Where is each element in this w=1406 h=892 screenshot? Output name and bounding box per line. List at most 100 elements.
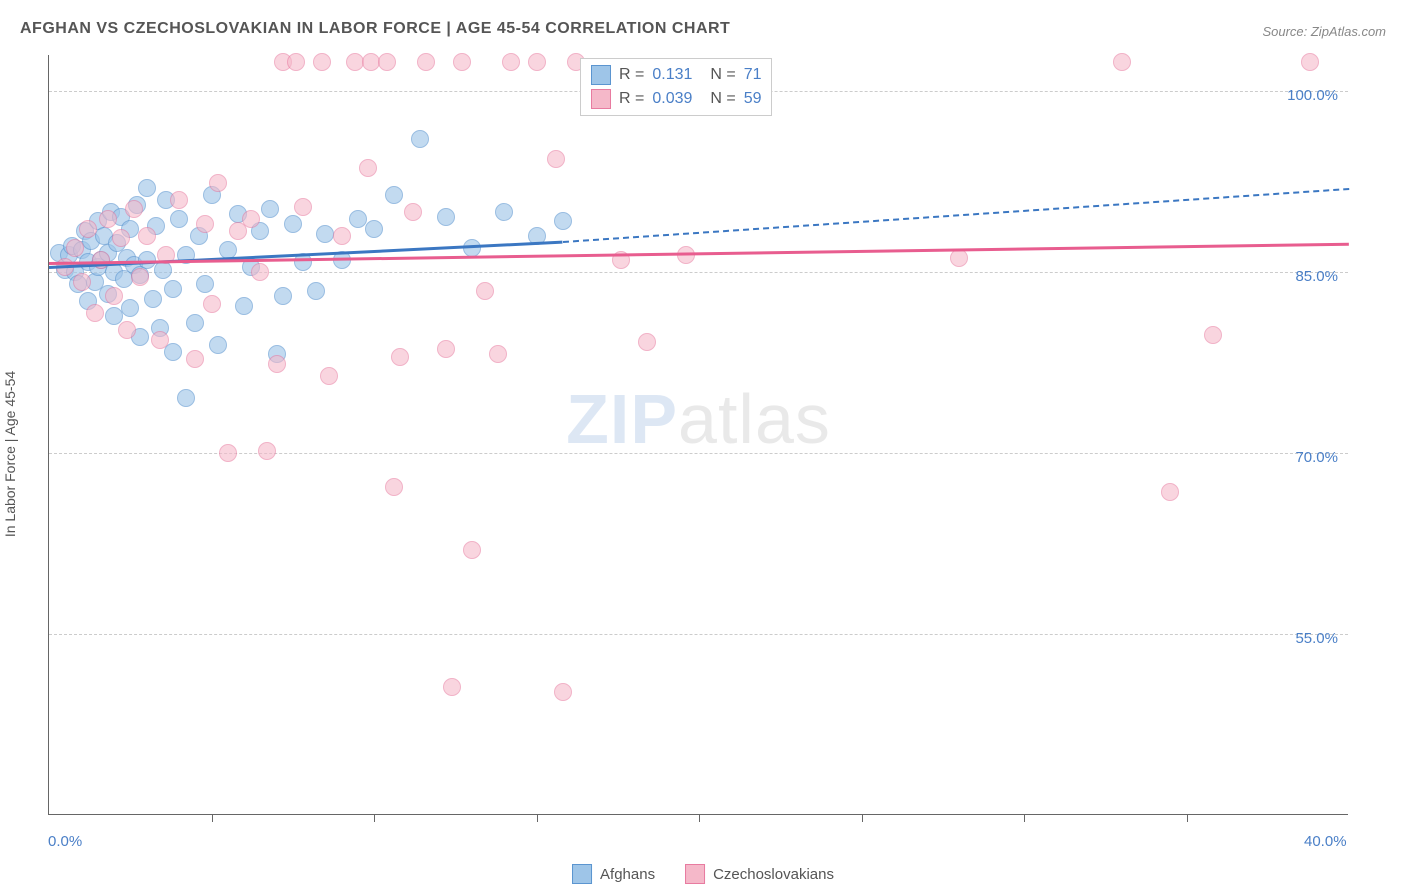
chart-title: AFGHAN VS CZECHOSLOVAKIAN IN LABOR FORCE… [20, 20, 730, 38]
scatter-point [378, 53, 396, 71]
scatter-point [251, 263, 269, 281]
y-tick-label: 100.0% [1278, 87, 1338, 104]
scatter-point [489, 345, 507, 363]
scatter-point [313, 53, 331, 71]
scatter-point [411, 130, 429, 148]
x-label-max: 40.0% [1304, 833, 1347, 850]
scatter-point [209, 174, 227, 192]
scatter-point [554, 683, 572, 701]
source-attribution: Source: ZipAtlas.com [1262, 24, 1386, 39]
x-tick [374, 814, 375, 822]
scatter-point [437, 208, 455, 226]
scatter-point [105, 307, 123, 325]
plot-area: ZIPatlas [48, 55, 1348, 815]
scatter-point [391, 348, 409, 366]
scatter-point [294, 198, 312, 216]
legend-swatch [685, 864, 705, 884]
scatter-point [284, 215, 302, 233]
scatter-point [186, 350, 204, 368]
legend-n-value: 71 [744, 66, 762, 84]
scatter-point [138, 227, 156, 245]
scatter-point [495, 203, 513, 221]
scatter-point [1204, 326, 1222, 344]
scatter-point [385, 478, 403, 496]
y-tick-label: 70.0% [1278, 449, 1338, 466]
scatter-point [177, 389, 195, 407]
scatter-point [242, 210, 260, 228]
legend-n-label: N = [710, 66, 735, 84]
trend-line-extrapolated [562, 188, 1349, 243]
scatter-point [138, 179, 156, 197]
scatter-point [73, 273, 91, 291]
scatter-point [196, 215, 214, 233]
legend-swatch [572, 864, 592, 884]
scatter-point [151, 331, 169, 349]
scatter-point [476, 282, 494, 300]
legend-n-label: N = [710, 90, 735, 108]
scatter-point [1301, 53, 1319, 71]
scatter-point [404, 203, 422, 221]
scatter-point [437, 340, 455, 358]
scatter-point [170, 191, 188, 209]
legend-series: Afghans Czechoslovakians [572, 864, 834, 884]
scatter-point [261, 200, 279, 218]
legend-r-label: R = [619, 90, 644, 108]
legend-r-value: 0.131 [652, 66, 702, 84]
scatter-point [463, 541, 481, 559]
legend-series-item: Afghans [572, 864, 655, 884]
scatter-point [219, 444, 237, 462]
scatter-point [316, 225, 334, 243]
chart-container: AFGHAN VS CZECHOSLOVAKIAN IN LABOR FORCE… [0, 0, 1406, 892]
scatter-point [235, 297, 253, 315]
legend-swatch [591, 89, 611, 109]
scatter-point [333, 227, 351, 245]
scatter-point [258, 442, 276, 460]
scatter-point [196, 275, 214, 293]
x-label-min: 0.0% [48, 833, 82, 850]
grid-line [49, 453, 1348, 454]
scatter-point [86, 304, 104, 322]
scatter-point [1161, 483, 1179, 501]
x-tick [537, 814, 538, 822]
scatter-point [79, 220, 97, 238]
scatter-point [365, 220, 383, 238]
scatter-point [209, 336, 227, 354]
legend-swatch [591, 65, 611, 85]
scatter-point [203, 295, 221, 313]
scatter-point [131, 268, 149, 286]
scatter-point [99, 210, 117, 228]
scatter-point [105, 287, 123, 305]
scatter-point [287, 53, 305, 71]
scatter-point [307, 282, 325, 300]
scatter-point [112, 229, 130, 247]
watermark: ZIPatlas [566, 379, 831, 459]
scatter-point [528, 53, 546, 71]
scatter-point [186, 314, 204, 332]
scatter-point [453, 53, 471, 71]
scatter-point [349, 210, 367, 228]
scatter-point [502, 53, 520, 71]
scatter-point [274, 287, 292, 305]
scatter-point [417, 53, 435, 71]
watermark-part1: ZIP [566, 380, 678, 458]
legend-n-value: 59 [744, 90, 762, 108]
scatter-point [268, 355, 286, 373]
y-tick-label: 55.0% [1278, 630, 1338, 647]
legend-stats-row: R = 0.131 N = 71 [591, 63, 761, 87]
x-tick [1187, 814, 1188, 822]
scatter-point [1113, 53, 1131, 71]
scatter-point [144, 290, 162, 308]
legend-r-label: R = [619, 66, 644, 84]
legend-series-label: Czechoslovakians [713, 866, 834, 883]
watermark-part2: atlas [678, 380, 831, 458]
scatter-point [170, 210, 188, 228]
scatter-point [554, 212, 572, 230]
legend-stats-row: R = 0.039 N = 59 [591, 87, 761, 111]
scatter-point [443, 678, 461, 696]
scatter-point [547, 150, 565, 168]
scatter-point [125, 200, 143, 218]
scatter-point [164, 280, 182, 298]
legend-r-value: 0.039 [652, 90, 702, 108]
scatter-point [66, 239, 84, 257]
grid-line [49, 634, 1348, 635]
